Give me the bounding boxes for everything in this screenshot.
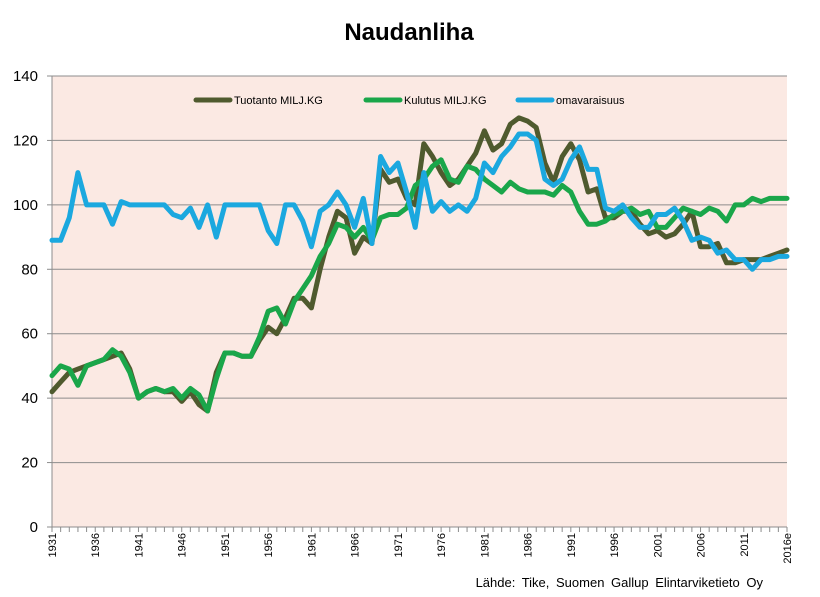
x-tick-label: 1956	[263, 533, 275, 557]
x-tick-label: 1981	[479, 533, 491, 557]
x-tick-label: 1996	[609, 533, 621, 557]
x-tick-label: 2011	[739, 533, 751, 557]
y-tick-label: 140	[13, 68, 38, 85]
series-lines	[49, 115, 790, 414]
legend-label-consumption: Kulutus MILJ.KG	[404, 95, 487, 107]
x-tick-label: 1971	[393, 533, 405, 557]
x-tick-label: 1986	[523, 533, 535, 557]
y-tick-label: 60	[21, 326, 38, 343]
legend-label-selfsufficiency: omavaraisuus	[556, 95, 625, 107]
x-tick-label: 1961	[306, 533, 318, 557]
legend: Tuotanto MILJ.KG Kulutus MILJ.KG omavarais…	[193, 95, 625, 107]
y-tick-label: 100	[13, 197, 38, 214]
x-tick-label: 1941	[133, 533, 145, 557]
x-tick-label: 1991	[566, 533, 578, 557]
y-tick-label: 80	[21, 261, 38, 278]
x-tick-label: 2016e	[782, 533, 794, 564]
x-tick-label: 1936	[90, 533, 102, 557]
y-tick-label: 120	[13, 132, 38, 149]
x-tick-label: 1966	[350, 533, 362, 557]
x-tick-label: 2001	[652, 533, 664, 557]
y-tick-label: 0	[30, 519, 38, 536]
source-note: Lähde: Tike, Suomen Gallup Elintarviketi…	[476, 575, 764, 590]
legend-label-production: Tuotanto MILJ.KG	[234, 95, 323, 107]
y-axis: 0 20 40 60 80 100 120 140	[13, 68, 53, 536]
y-tick-label: 40	[21, 390, 38, 407]
x-tick-label: 1931	[47, 533, 59, 557]
x-tick-label: 2006	[696, 533, 708, 557]
x-tick-label: 1946	[177, 533, 189, 557]
y-tick-label: 20	[21, 455, 38, 472]
x-axis: 1931 1936 1941 1946 1951 1956 1961 1966 1971 1976…	[47, 526, 794, 564]
x-tick-label: 1951	[220, 533, 232, 557]
x-tick-label: 1976	[436, 533, 448, 557]
series-line-consumption	[49, 157, 790, 414]
chart-title: Naudanliha	[344, 19, 474, 46]
series-line-selfsufficiency	[49, 131, 790, 272]
plot-area	[52, 76, 787, 527]
